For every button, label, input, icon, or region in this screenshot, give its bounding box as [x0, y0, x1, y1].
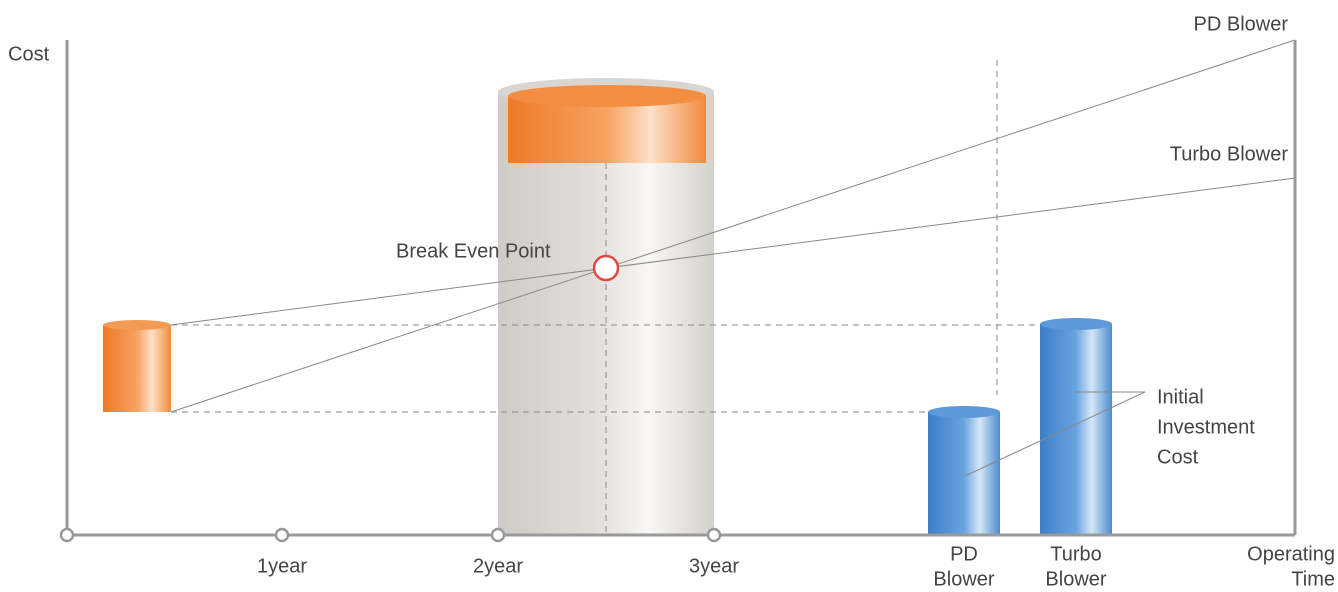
blue-cylinders [928, 318, 1112, 535]
bar-label: Blower [933, 568, 994, 590]
guide-lines [171, 60, 1040, 535]
x-axis-label: Operating [1247, 543, 1335, 565]
x-tick-label: 2year [473, 555, 523, 577]
small-orange-cylinder [103, 320, 171, 412]
axes [65, 40, 1297, 537]
break-even-label: Break Even Point [396, 240, 551, 262]
bar-label: PD [950, 543, 978, 565]
annotation: Initial [1157, 386, 1204, 408]
axis-points [59, 527, 722, 543]
break-even-marker [592, 254, 620, 282]
annotation: Cost [1157, 446, 1199, 468]
annotation: Investment [1157, 416, 1255, 438]
x-tick-label: 3year [689, 555, 739, 577]
line-label: Turbo Blower [1170, 143, 1289, 165]
line-label: PD Blower [1194, 13, 1289, 35]
cost-lines [170, 39, 1296, 477]
x-tick-label: 1year [257, 555, 307, 577]
bar-label: Blower [1045, 568, 1106, 590]
y-axis-label: Cost [8, 43, 50, 65]
bar-label: Turbo [1050, 543, 1102, 565]
x-axis-label: Time [1291, 568, 1335, 590]
orange-cap [508, 85, 706, 163]
